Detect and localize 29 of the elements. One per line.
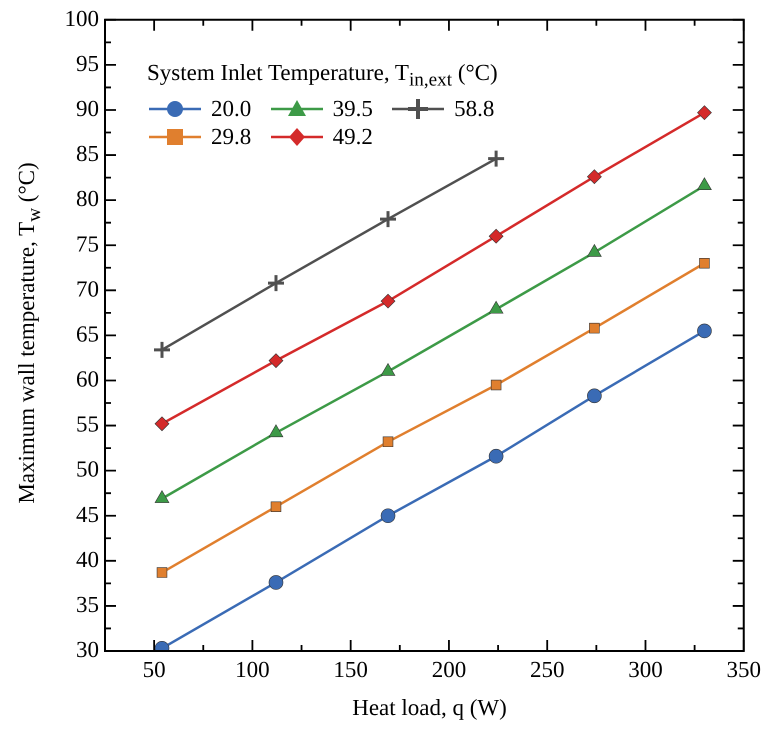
- x-tick-label: 100: [235, 656, 270, 682]
- x-tick-label: 50: [142, 656, 166, 682]
- x-tick-label: 150: [333, 656, 368, 682]
- y-tick-label: 45: [76, 502, 99, 527]
- y-tick-label: 55: [76, 412, 99, 437]
- y-tick-label: 35: [76, 592, 99, 617]
- y-tick-label: 95: [76, 50, 99, 76]
- y-tick-label: 90: [76, 96, 99, 122]
- y-tick-label: 80: [76, 186, 99, 212]
- y-tick-label: 50: [76, 456, 99, 482]
- legend-title: System Inlet Temperature, T$_{in,ext}$ (°C): [147, 60, 498, 92]
- y-tick-label: 70: [76, 276, 99, 302]
- y-tick-label: 30: [76, 637, 99, 662]
- legend-label: 58.8: [454, 96, 494, 122]
- legend-label: 20.0: [211, 96, 252, 122]
- legend-label: 39.5: [332, 96, 373, 122]
- y-tick-label: 75: [76, 231, 99, 256]
- y-tick-label: 60: [76, 366, 99, 392]
- y-tick-label: 40: [76, 546, 99, 572]
- y-tick-label: 85: [76, 141, 99, 166]
- x-axis-title: Heat load, q (W): [352, 695, 507, 721]
- x-tick-label: 300: [628, 656, 663, 682]
- legend-label: 29.8: [211, 124, 252, 150]
- y-tick-label: 65: [76, 321, 99, 346]
- x-tick-label: 350: [726, 656, 761, 682]
- legend-label: 49.2: [332, 124, 373, 150]
- y-tick-label: 100: [64, 6, 99, 31]
- x-tick-label: 250: [530, 656, 564, 682]
- x-tick-label: 200: [432, 656, 466, 682]
